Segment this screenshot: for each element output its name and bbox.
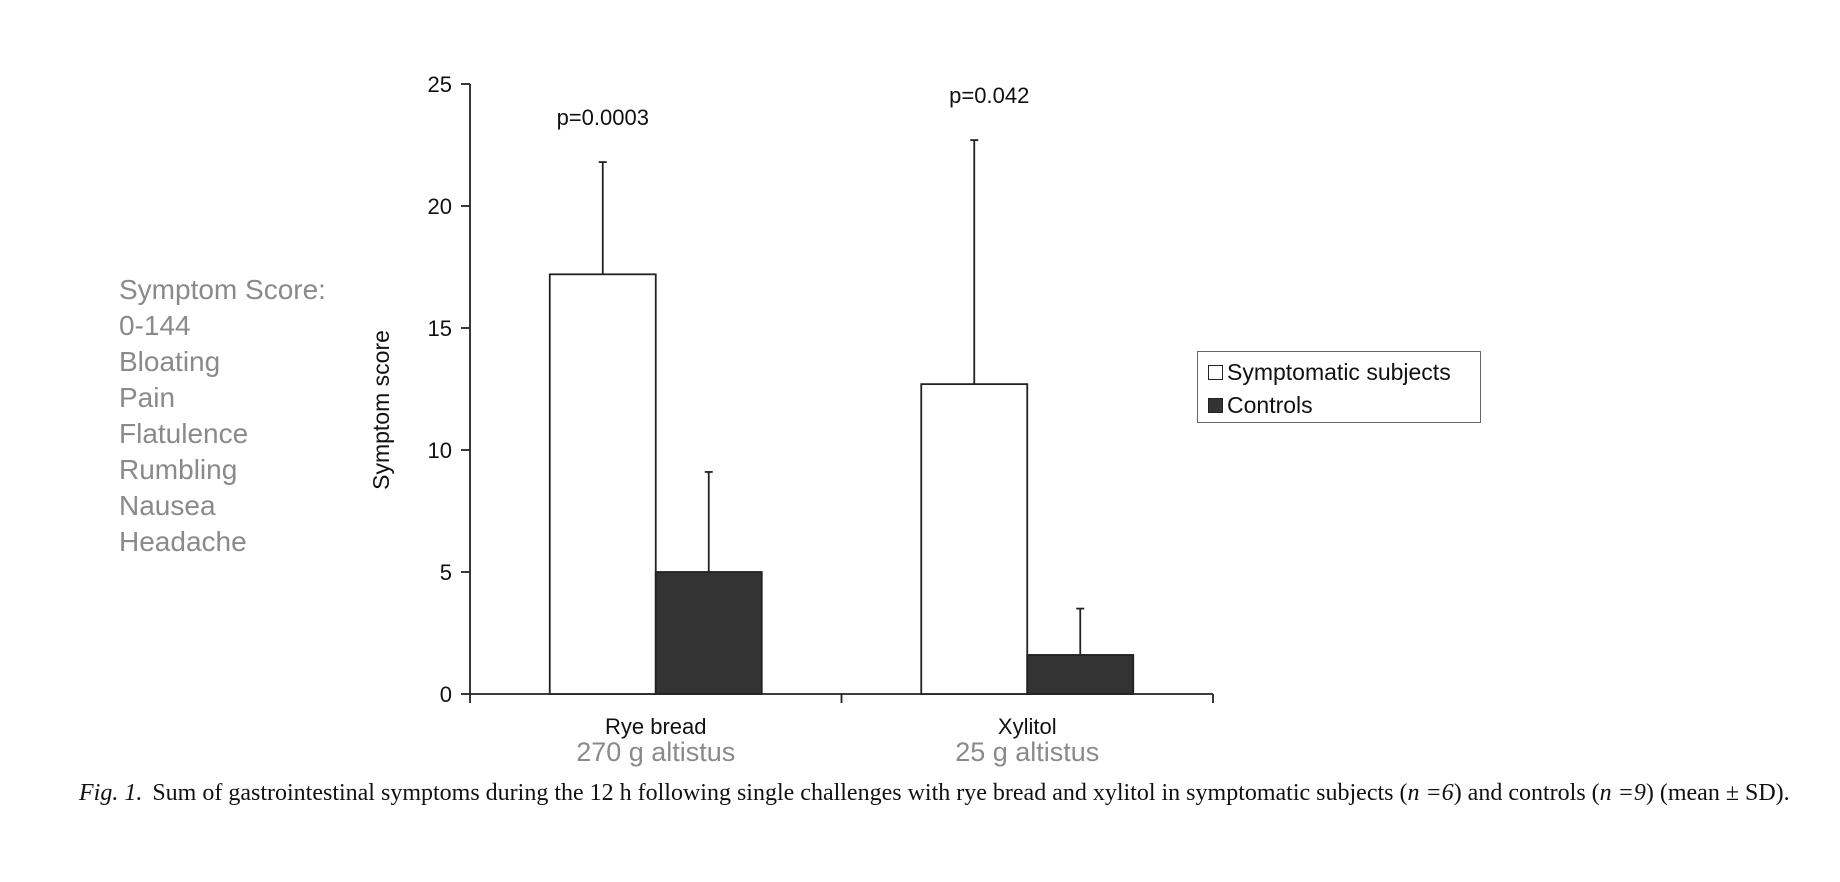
side-note-line: Bloating [119,346,221,377]
category-sublabel: 25 g altistus [955,737,1099,767]
caption-text: ) and controls ( [1453,780,1600,806]
caption-text: Sum of gastrointestinal symptoms during … [152,780,1408,806]
y-tick-label: 20 [428,194,452,219]
p-value-annotation: p=0.0003 [557,105,649,130]
legend-item-symptomatic: Symptomatic subjects [1208,359,1451,386]
y-tick-label: 0 [440,682,452,707]
caption-n1: n =6 [1407,780,1454,806]
legend-label: Symptomatic subjects [1227,359,1451,385]
y-tick-label: 25 [428,72,452,97]
side-note-line: Pain [119,382,176,413]
side-note-line: Symptom Score: [119,274,326,305]
y-tick-label: 15 [428,316,452,341]
y-tick-label: 5 [440,560,452,585]
figure-caption: Fig. 1. Sum of gastrointestinal symptoms … [79,777,1799,810]
bar-controls [1026,654,1135,695]
category-sublabel: 270 g altistus [576,737,735,767]
legend-swatch-dark [1208,398,1223,413]
caption-n2: n =9 [1599,780,1646,806]
side-note-line: Headache [119,526,247,557]
side-note-line: 0-144 [119,310,191,341]
symptom-score-note: Symptom Score: 0-144 Bloating Pain Flatu… [119,272,326,560]
y-tick-label: 10 [428,438,452,463]
caption-text: ) (mean ± SD). [1645,780,1790,806]
side-note-line: Nausea [119,490,216,521]
bar-controls [654,571,763,695]
legend-label: Controls [1227,392,1313,418]
bar-symptomatic [548,273,657,695]
side-note-line: Rumbling [119,454,238,485]
bar-symptomatic [920,383,1029,695]
legend-item-controls: Controls [1208,392,1313,419]
legend-swatch-white [1208,365,1223,380]
y-axis-label: Symptom score [368,330,394,490]
x-tick-label: Xylitol [998,714,1057,739]
side-note-line: Flatulence [119,418,249,449]
chart-legend: Symptomatic subjects Controls [1197,351,1481,423]
p-value-annotation: p=0.042 [949,83,1029,108]
x-tick-label: Rye bread [605,714,707,739]
caption-label: Fig. 1. [79,780,143,806]
